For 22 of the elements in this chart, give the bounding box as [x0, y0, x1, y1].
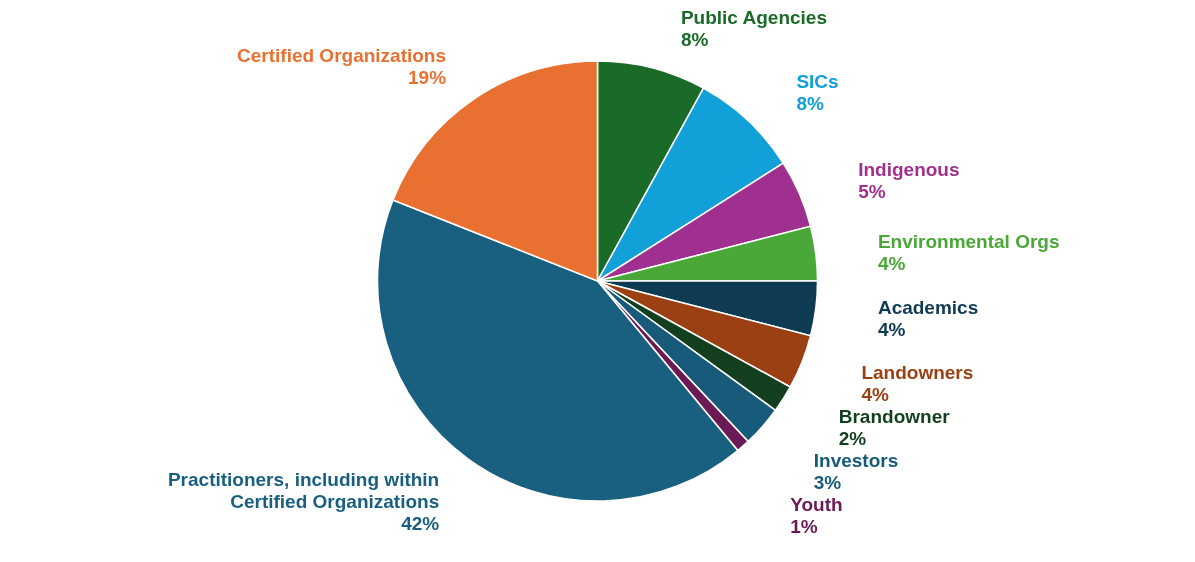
- slice-label: Investors: [813, 449, 899, 471]
- slice-label: Certified Organizations: [237, 44, 447, 66]
- slice-label: Environmental Orgs: [877, 230, 1060, 252]
- slice-label: Practitioners, including within Certified Organizations: [167, 468, 440, 512]
- slice-label: Indigenous: [858, 158, 960, 180]
- data-label: 4%: [877, 319, 906, 341]
- data-label: 1%: [790, 515, 818, 537]
- data-label: 4%: [861, 383, 889, 405]
- data-label: 5%: [858, 180, 886, 202]
- slice-label: Brandowner: [838, 405, 951, 427]
- slice-label: Public Agencies: [680, 7, 827, 29]
- slice-label: Academics: [877, 297, 979, 319]
- data-label: 2%: [838, 427, 867, 449]
- data-label: 8%: [796, 92, 824, 114]
- data-label: 8%: [680, 29, 709, 51]
- data-label: 4%: [877, 252, 906, 274]
- slice-label: SICs: [796, 70, 839, 92]
- data-label: 42%: [401, 512, 440, 534]
- data-label: 3%: [813, 471, 842, 493]
- data-label: 19%: [408, 66, 447, 88]
- slice-label: Youth: [790, 493, 843, 515]
- slice-label: Landowners: [861, 361, 974, 383]
